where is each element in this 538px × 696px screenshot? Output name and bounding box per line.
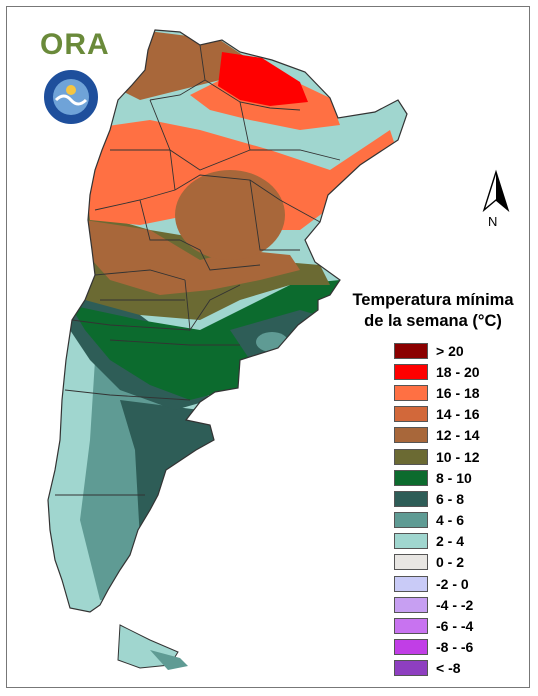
zone-12-14 <box>85 220 300 295</box>
legend-label: -8 - -6 <box>436 639 474 656</box>
legend-item: > 20 <box>394 340 526 361</box>
legend-item: 8 - 10 <box>394 467 526 488</box>
legend-item: 0 - 2 <box>394 552 526 573</box>
north-arrow-icon <box>482 169 510 213</box>
legend-list: > 20 18 - 20 16 - 18 14 - 16 12 - 14 10 - 12 8… <box>394 340 526 679</box>
north-label: N <box>488 214 498 229</box>
legend-label: 10 - 12 <box>436 448 480 465</box>
legend-item: 18 - 20 <box>394 361 526 382</box>
ora-logo: ORA <box>40 28 110 61</box>
legend-item: 12 - 14 <box>394 425 526 446</box>
legend-swatch <box>394 342 428 359</box>
legend-item: 4 - 6 <box>394 510 526 531</box>
zone-18-20 <box>218 52 308 106</box>
legend-label: 6 - 8 <box>436 490 465 507</box>
legend-label: 14 - 16 <box>436 406 480 423</box>
legend-swatch <box>394 596 428 613</box>
legend-swatch <box>394 448 428 465</box>
legend-label: > 20 <box>436 342 464 359</box>
legend-title: Temperatura mínima de la semana (°C) <box>340 290 526 332</box>
province-borders <box>47 29 408 613</box>
legend-label: < -8 <box>436 660 461 677</box>
legend-item: 14 - 16 <box>394 404 526 425</box>
legend-title-line1: Temperatura mínima <box>352 291 514 309</box>
legend-label: -4 - -2 <box>436 596 474 613</box>
legend-label: -6 - -4 <box>436 618 474 635</box>
legend-swatch <box>394 384 428 401</box>
legend-swatch <box>394 618 428 635</box>
legend-item: -2 - 0 <box>394 573 526 594</box>
legend-swatch <box>394 533 428 550</box>
legend-swatch <box>394 512 428 529</box>
legend-swatch <box>394 469 428 486</box>
legend-swatch <box>394 639 428 656</box>
legend-item: -8 - -6 <box>394 637 526 658</box>
legend-label: 8 - 10 <box>436 469 472 486</box>
legend-label: 0 - 2 <box>436 554 465 571</box>
legend-swatch <box>394 490 428 507</box>
legend-label: 2 - 4 <box>436 533 465 550</box>
legend-swatch <box>394 660 428 677</box>
legend-item: 16 - 18 <box>394 382 526 403</box>
legend-title-line2: de la semana (°C) <box>364 312 502 330</box>
legend-item: -4 - -2 <box>394 594 526 615</box>
legend-item: < -8 <box>394 658 526 679</box>
legend-item: 6 - 8 <box>394 488 526 509</box>
legend-label: -2 - 0 <box>436 575 469 592</box>
legend-item: 2 - 4 <box>394 531 526 552</box>
legend-swatch <box>394 554 428 571</box>
legend-label: 18 - 20 <box>436 363 480 380</box>
zone-12-14-north <box>120 30 250 100</box>
legend-swatch <box>394 363 428 380</box>
legend-swatch <box>394 575 428 592</box>
legend-item: -6 - -4 <box>394 615 526 636</box>
legend-label: 4 - 6 <box>436 512 465 529</box>
legend-label: 12 - 14 <box>436 427 480 444</box>
national-weather-service-seal-icon <box>42 68 100 126</box>
legend-label: 16 - 18 <box>436 384 480 401</box>
zone-8-10 <box>70 280 340 400</box>
legend-item: 10 - 12 <box>394 446 526 467</box>
map-legend: Temperatura mínima de la semana (°C) > 2… <box>346 290 526 679</box>
zone-12-14-center <box>175 170 285 260</box>
legend-swatch <box>394 427 428 444</box>
tierra-del-fuego-zone <box>150 650 188 670</box>
legend-swatch <box>394 406 428 423</box>
